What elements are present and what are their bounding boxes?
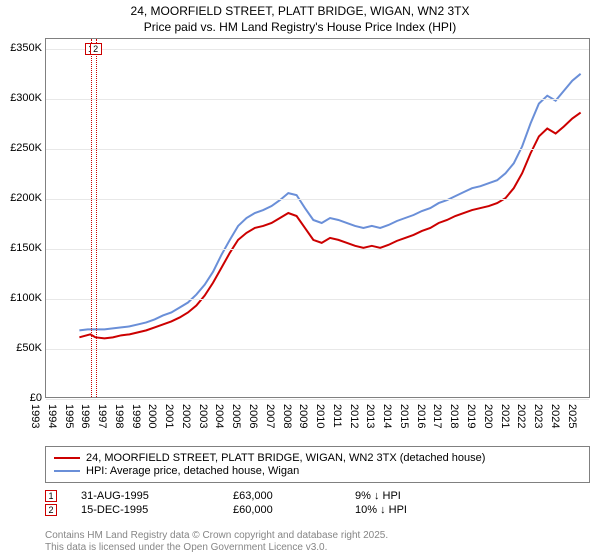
y-axis-label: £350K: [0, 42, 42, 54]
chart-container: 24, MOORFIELD STREET, PLATT BRIDGE, WIGA…: [0, 0, 600, 560]
sale-row-marker: 2: [45, 504, 57, 516]
sale-row-marker: 1: [45, 490, 57, 502]
footer-line1: Contains HM Land Registry data © Crown c…: [45, 530, 590, 542]
legend-swatch: [54, 470, 80, 472]
title-subtitle: Price paid vs. HM Land Registry's House …: [0, 20, 600, 36]
chart-area: 12 £0£50K£100K£150K£200K£250K£300K£350K1…: [0, 38, 600, 438]
series-line: [79, 74, 580, 331]
sale-row: 1 31-AUG-1995 £63,000 9% ↓ HPI: [45, 490, 590, 502]
y-gridline: [46, 149, 589, 150]
y-gridline: [46, 299, 589, 300]
sale-vertical-line: [96, 39, 97, 397]
sale-date: 15-DEC-1995: [81, 504, 221, 516]
x-axis-label: 2025: [538, 404, 578, 428]
y-axis-label: £0: [0, 392, 42, 404]
sale-vertical-line: [91, 39, 92, 397]
y-gridline: [46, 49, 589, 50]
footer-attribution: Contains HM Land Registry data © Crown c…: [45, 530, 590, 554]
y-axis-label: £100K: [0, 292, 42, 304]
y-axis-label: £300K: [0, 92, 42, 104]
legend-swatch: [54, 457, 80, 459]
sale-price: £60,000: [233, 504, 343, 516]
legend-box: 24, MOORFIELD STREET, PLATT BRIDGE, WIGA…: [45, 446, 590, 483]
legend-row: HPI: Average price, detached house, Wiga…: [54, 465, 581, 477]
y-axis-label: £150K: [0, 242, 42, 254]
y-axis-label: £200K: [0, 192, 42, 204]
legend-row: 24, MOORFIELD STREET, PLATT BRIDGE, WIGA…: [54, 452, 581, 464]
title-block: 24, MOORFIELD STREET, PLATT BRIDGE, WIGA…: [0, 0, 600, 35]
plot-area: 12: [45, 38, 590, 398]
y-gridline: [46, 99, 589, 100]
y-gridline: [46, 349, 589, 350]
legend-label: HPI: Average price, detached house, Wiga…: [86, 465, 299, 477]
chart-lines: [46, 39, 589, 397]
y-axis-label: £50K: [0, 342, 42, 354]
y-gridline: [46, 249, 589, 250]
sale-marker: 2: [90, 43, 102, 55]
y-axis-label: £250K: [0, 142, 42, 154]
title-address: 24, MOORFIELD STREET, PLATT BRIDGE, WIGA…: [0, 4, 600, 20]
sale-price: £63,000: [233, 490, 343, 502]
y-gridline: [46, 399, 589, 400]
legend-label: 24, MOORFIELD STREET, PLATT BRIDGE, WIGA…: [86, 452, 485, 464]
sale-row: 2 15-DEC-1995 £60,000 10% ↓ HPI: [45, 504, 590, 516]
y-gridline: [46, 199, 589, 200]
sales-list: 1 31-AUG-1995 £63,000 9% ↓ HPI 2 15-DEC-1995 £…: [45, 488, 590, 518]
sale-date: 31-AUG-1995: [81, 490, 221, 502]
series-line: [79, 113, 580, 339]
sale-delta: 9% ↓ HPI: [355, 490, 590, 502]
sale-delta: 10% ↓ HPI: [355, 504, 590, 516]
footer-line2: This data is licensed under the Open Gov…: [45, 542, 590, 554]
